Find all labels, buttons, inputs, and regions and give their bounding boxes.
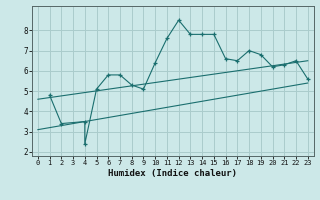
X-axis label: Humidex (Indice chaleur): Humidex (Indice chaleur): [108, 169, 237, 178]
